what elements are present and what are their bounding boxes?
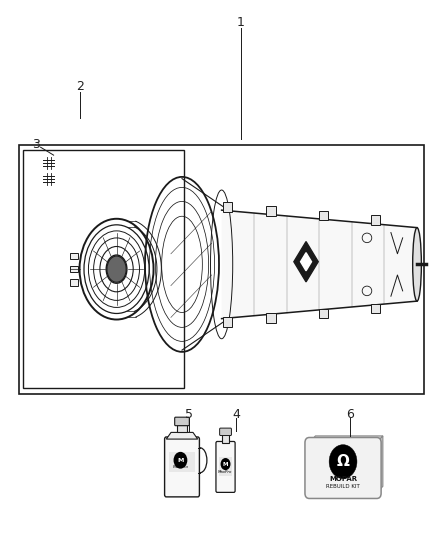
Text: 4: 4 <box>233 408 240 422</box>
Bar <box>371 304 381 313</box>
Bar <box>219 457 232 477</box>
Bar <box>23 150 184 389</box>
FancyBboxPatch shape <box>219 428 231 435</box>
Polygon shape <box>166 432 198 439</box>
Polygon shape <box>300 253 311 271</box>
Bar <box>266 206 276 215</box>
Bar <box>70 266 78 272</box>
Bar <box>223 202 233 212</box>
Circle shape <box>221 458 230 470</box>
Bar <box>177 425 187 432</box>
Ellipse shape <box>107 256 126 282</box>
Text: MaxPro: MaxPro <box>218 470 233 474</box>
Bar <box>19 144 424 394</box>
Text: MaxPro: MaxPro <box>173 465 188 469</box>
FancyBboxPatch shape <box>305 438 381 498</box>
Text: 2: 2 <box>76 80 84 93</box>
Text: 1: 1 <box>237 16 245 29</box>
Bar <box>319 309 328 318</box>
Text: 3: 3 <box>32 138 40 151</box>
Bar <box>169 453 195 472</box>
Polygon shape <box>294 241 318 282</box>
Text: 6: 6 <box>346 408 353 422</box>
Bar <box>70 279 78 286</box>
Bar <box>371 215 381 225</box>
Text: Ω: Ω <box>336 454 350 469</box>
Bar <box>319 211 328 220</box>
FancyBboxPatch shape <box>216 441 235 492</box>
Text: REBUILD KIT: REBUILD KIT <box>326 483 360 489</box>
Circle shape <box>173 452 187 469</box>
Text: MOPAR: MOPAR <box>329 475 357 482</box>
Bar <box>70 253 78 259</box>
Polygon shape <box>222 210 417 319</box>
Bar <box>222 434 229 443</box>
Text: 5: 5 <box>184 408 193 422</box>
Polygon shape <box>309 436 383 443</box>
Text: M: M <box>223 462 228 466</box>
Bar <box>223 317 233 327</box>
Polygon shape <box>377 436 383 493</box>
Text: M: M <box>177 458 184 463</box>
Bar <box>266 313 276 323</box>
Circle shape <box>329 445 357 479</box>
Ellipse shape <box>413 228 421 301</box>
FancyBboxPatch shape <box>175 417 189 426</box>
FancyBboxPatch shape <box>165 437 199 497</box>
